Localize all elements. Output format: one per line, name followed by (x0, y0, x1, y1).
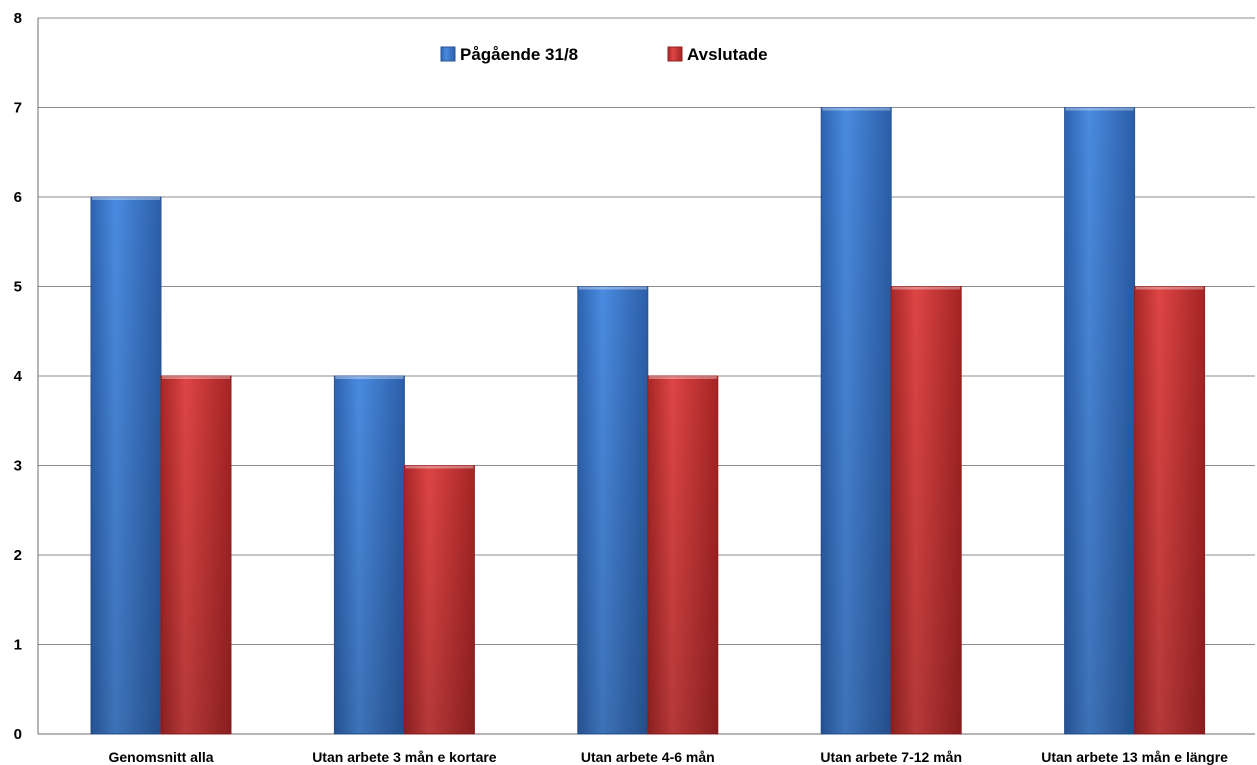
bar-pagaende (577, 286, 649, 735)
y-tick-label: 8 (14, 10, 22, 27)
legend: Pågående 31/8 Avslutade (440, 45, 768, 64)
bar-pagaende (820, 107, 892, 735)
bar-shade (334, 376, 405, 734)
legend-item: Pågående 31/8 (440, 45, 578, 64)
x-category-label: Utan arbete 3 mån e kortare (312, 749, 497, 765)
y-axis-ticks: 0 1 2 3 4 5 6 7 8 (14, 10, 23, 743)
y-tick-label: 7 (14, 100, 22, 117)
x-category-label: Utan arbete 4-6 mån (581, 749, 715, 765)
bar-avslutade (1134, 286, 1206, 735)
bar-shade (891, 286, 962, 734)
y-tick-label: 2 (14, 547, 22, 564)
legend-item: Avslutade (667, 45, 768, 64)
bar-shade (1134, 286, 1205, 734)
bar-highlight (92, 197, 160, 200)
bar-pagaende (1064, 107, 1136, 735)
x-category-label: Utan arbete 7-12 mån (820, 749, 962, 765)
bar-shade (161, 376, 231, 734)
bar-highlight (578, 286, 647, 290)
bar-pagaende (90, 196, 162, 735)
bar-highlight (892, 286, 961, 290)
bar-highlight (162, 376, 230, 379)
legend-label: Avslutade (687, 45, 768, 64)
legend-label: Pågående 31/8 (460, 45, 578, 64)
legend-swatch (440, 46, 456, 62)
bars (90, 107, 1206, 735)
y-tick-label: 0 (14, 726, 22, 743)
bar-shade (577, 286, 648, 734)
bar-shade (647, 376, 718, 734)
bar-avslutade (890, 286, 962, 735)
bar-avslutade (403, 465, 475, 735)
x-category-label: Genomsnitt alla (108, 749, 213, 765)
bar-shade (821, 107, 892, 734)
y-tick-label: 1 (14, 637, 22, 654)
bar-highlight (822, 107, 891, 111)
y-tick-label: 5 (14, 279, 22, 296)
bar-highlight (1135, 286, 1204, 290)
y-tick-label: 3 (14, 458, 22, 475)
bar-pagaende (333, 375, 405, 735)
legend-swatch (667, 46, 683, 62)
bar-shade (404, 465, 475, 734)
bar-shade (1064, 107, 1135, 734)
y-tick-label: 6 (14, 189, 22, 206)
bar-avslutade (160, 375, 232, 735)
x-category-label: Utan arbete 13 mån e längre (1041, 749, 1228, 765)
bar-shade (91, 197, 161, 734)
bar-highlight (1065, 107, 1134, 111)
bar-highlight (405, 465, 474, 469)
y-tick-label: 4 (14, 368, 23, 385)
bar-highlight (335, 376, 404, 379)
bar-avslutade (647, 375, 719, 735)
bar-highlight (648, 376, 717, 379)
x-axis-labels: Genomsnitt alla Utan arbete 3 mån e korta… (108, 749, 1228, 765)
